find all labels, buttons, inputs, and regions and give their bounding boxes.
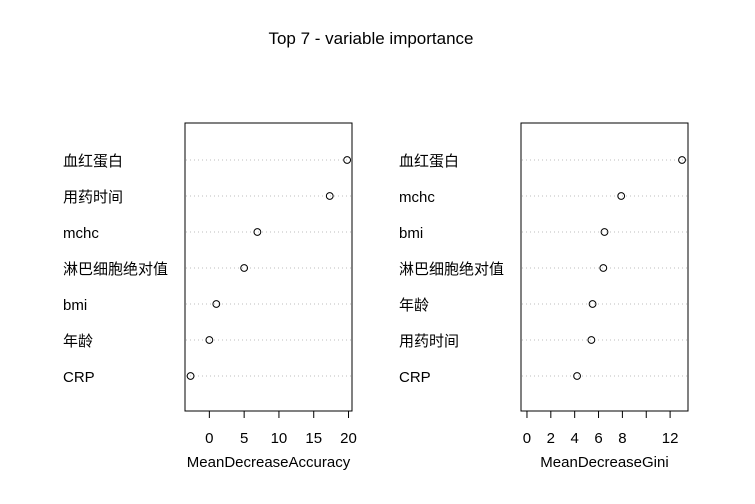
gini-category-label: 血红蛋白	[399, 153, 459, 170]
accuracy-x-tick-label: 15	[305, 430, 322, 447]
accuracy-x-tick-label: 20	[340, 430, 357, 447]
accuracy-category-label: 血红蛋白	[63, 153, 123, 170]
gini-plot-frame	[520, 122, 689, 412]
gini-x-axis-label: MeanDecreaseGini	[540, 454, 668, 471]
accuracy-x-axis-label: MeanDecreaseAccuracy	[187, 454, 351, 471]
accuracy-x-tick-label: 10	[271, 430, 288, 447]
gini-category-label: CRP	[399, 369, 431, 386]
accuracy-category-label: 年龄	[63, 333, 93, 350]
gini-category-label: 淋巴细胞绝对值	[399, 261, 504, 278]
accuracy-category-label: mchc	[63, 225, 99, 242]
accuracy-point	[186, 372, 195, 380]
figure-title: Top 7 - variable importance	[268, 29, 473, 48]
accuracy-point	[343, 156, 352, 164]
gini-point	[600, 228, 609, 236]
gini-category-label: 用药时间	[399, 333, 459, 350]
accuracy-x-tick-label: 0	[205, 430, 213, 447]
gini-point	[573, 372, 581, 380]
accuracy-point	[325, 192, 334, 200]
gini-x-tick-label: 0	[523, 430, 531, 447]
gini-point	[588, 300, 597, 308]
gini-point	[617, 192, 626, 200]
gini-point	[678, 156, 686, 164]
gini-x-tick-label: 2	[547, 430, 555, 447]
gini-category-label: bmi	[399, 225, 423, 242]
accuracy-point	[212, 300, 221, 308]
gini-category-label: mchc	[399, 189, 435, 206]
accuracy-category-label: 淋巴细胞绝对值	[63, 261, 168, 278]
gini-point	[599, 264, 608, 272]
accuracy-category-label: 用药时间	[63, 189, 123, 206]
gini-point	[587, 336, 596, 344]
gini-category-label: 年龄	[399, 297, 429, 314]
accuracy-point	[240, 264, 249, 272]
gini-x-tick-label: 8	[618, 430, 626, 447]
gini-x-tick-label: 12	[662, 430, 679, 447]
accuracy-category-label: CRP	[63, 369, 95, 386]
accuracy-category-label: bmi	[63, 297, 87, 314]
gini-x-tick-label: 4	[571, 430, 579, 447]
accuracy-point	[253, 228, 262, 236]
accuracy-x-tick-label: 5	[240, 430, 248, 447]
accuracy-point	[205, 336, 214, 344]
gini-x-tick-label: 6	[594, 430, 602, 447]
accuracy-plot-frame	[184, 122, 353, 412]
